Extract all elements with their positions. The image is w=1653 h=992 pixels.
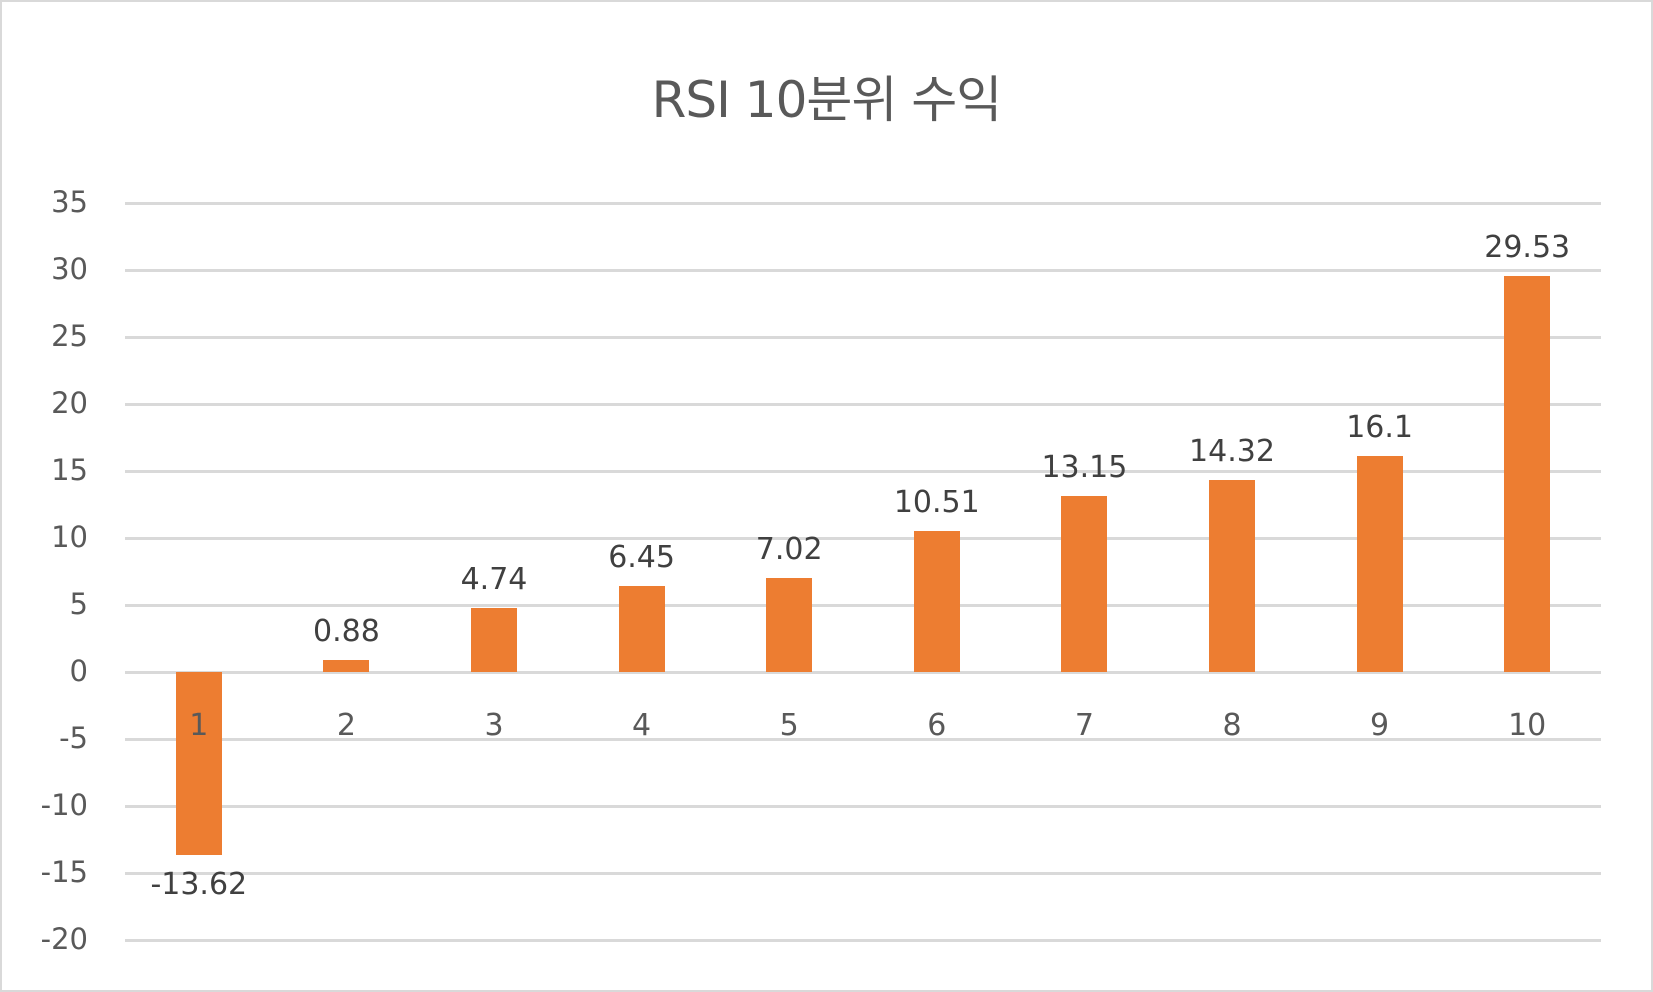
data-label: 10.51 [893, 485, 980, 521]
gridline [125, 269, 1601, 272]
bar [618, 585, 665, 672]
x-tick-label: 2 [336, 708, 356, 743]
x-tick-label: 6 [927, 708, 947, 743]
y-tick-label: -5 [59, 721, 88, 755]
gridline [125, 671, 1601, 674]
bar [1356, 456, 1403, 672]
y-tick-label: 5 [69, 587, 88, 621]
x-tick-label: 8 [1222, 708, 1242, 743]
gridline [125, 403, 1601, 406]
bar [1209, 480, 1255, 672]
bar [913, 531, 960, 672]
y-tick-label: 30 [51, 252, 88, 286]
gridline [125, 537, 1601, 540]
gridline [125, 805, 1601, 808]
bar [1504, 276, 1551, 672]
data-label: 16.1 [1346, 410, 1413, 446]
gridline [125, 604, 1601, 607]
y-tick-label: 0 [69, 654, 88, 688]
bar [323, 660, 370, 672]
gridline [125, 470, 1601, 473]
y-tick-label: 15 [51, 453, 88, 487]
y-tick-label: 25 [51, 319, 88, 353]
y-tick-label: -10 [40, 788, 88, 822]
y-tick-label: -20 [40, 922, 88, 956]
x-tick-label: 3 [484, 708, 504, 743]
gridline [125, 202, 1601, 205]
gridline [125, 738, 1601, 741]
gridline [125, 872, 1601, 875]
bar [766, 577, 813, 672]
bar [175, 672, 222, 855]
chart-title: RSI 10분위 수익 [651, 71, 1003, 129]
y-tick-label: 10 [51, 520, 88, 554]
data-label: -13.62 [150, 866, 248, 902]
data-label: 6.45 [608, 539, 675, 575]
data-label: 29.53 [1484, 230, 1571, 266]
data-label: 7.02 [755, 531, 823, 567]
x-tick-label: 10 [1508, 708, 1547, 743]
bar [471, 608, 517, 672]
data-label: 13.15 [1041, 449, 1128, 485]
y-tick-label: -15 [40, 855, 88, 889]
gridline [125, 336, 1601, 339]
bar [1061, 495, 1108, 672]
y-tick-label: 35 [51, 185, 88, 219]
x-tick-label: 4 [632, 708, 652, 743]
y-tick-label: 20 [51, 386, 88, 420]
x-tick-label: 7 [1074, 708, 1094, 743]
x-tick-label: 1 [189, 708, 209, 743]
data-label: 14.32 [1189, 434, 1275, 470]
x-tick-label: 9 [1370, 708, 1390, 743]
gridline [125, 939, 1601, 942]
data-label: 4.74 [460, 562, 528, 598]
data-label: 0.88 [312, 614, 380, 650]
x-tick-label: 5 [779, 708, 799, 743]
